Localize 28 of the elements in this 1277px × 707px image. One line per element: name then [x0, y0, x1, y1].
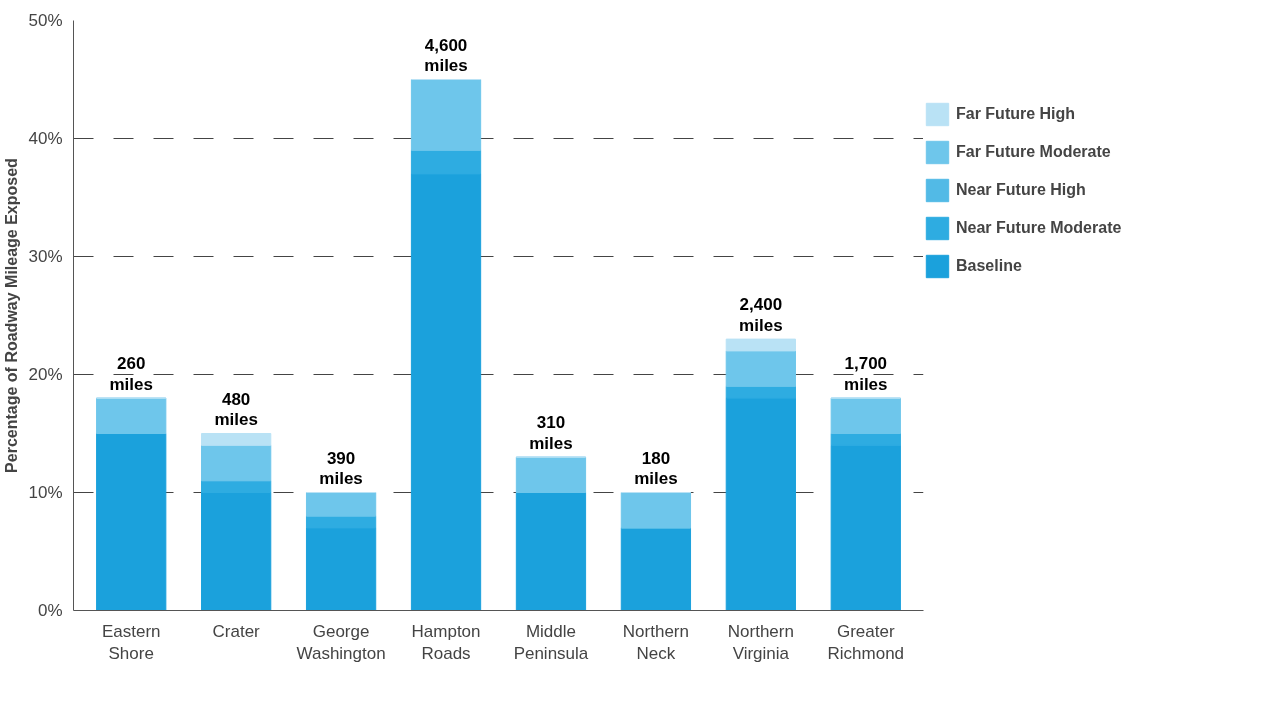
y-axis-title: Percentage of Roadway Mileage Exposed	[3, 158, 21, 473]
legend-label: Far Future High	[956, 105, 1076, 123]
y-tick-label: 0%	[37, 601, 63, 620]
x-tick-label: Northern Neck	[622, 621, 689, 664]
annotation: 1,700 miles	[844, 354, 888, 395]
x-tick-label: Hampton Roads	[411, 621, 481, 664]
x-tick-label: Crater	[212, 621, 261, 641]
x-tick-label: Middle Peninsula	[513, 621, 589, 664]
annotation: 480 miles	[214, 389, 258, 430]
x-tick-label: Northern Virginia	[727, 621, 794, 664]
y-tick-label: 40%	[28, 129, 63, 148]
annotation: 390 miles	[319, 448, 363, 489]
x-tick-label: Eastern Shore	[101, 621, 161, 664]
x-tick-label: George Washington	[296, 621, 386, 664]
annotation: 2,400 miles	[739, 295, 783, 336]
y-tick-label: 30%	[28, 247, 63, 266]
annotation: 260 miles	[109, 354, 153, 395]
legend-label: Far Future Moderate	[956, 143, 1111, 161]
y-tick-label: 20%	[28, 365, 63, 384]
y-tick-label: 10%	[28, 483, 63, 502]
y-tick-label: 50%	[28, 11, 63, 30]
annotation: 180 miles	[634, 448, 678, 489]
annotation: 310 miles	[529, 413, 573, 454]
legend-label: Baseline	[956, 257, 1022, 275]
annotation: 4,600 miles	[424, 35, 468, 76]
legend-label: Near Future Moderate	[956, 219, 1122, 237]
x-tick-label: Greater Richmond	[827, 621, 905, 664]
legend-label: Near Future High	[956, 181, 1086, 199]
